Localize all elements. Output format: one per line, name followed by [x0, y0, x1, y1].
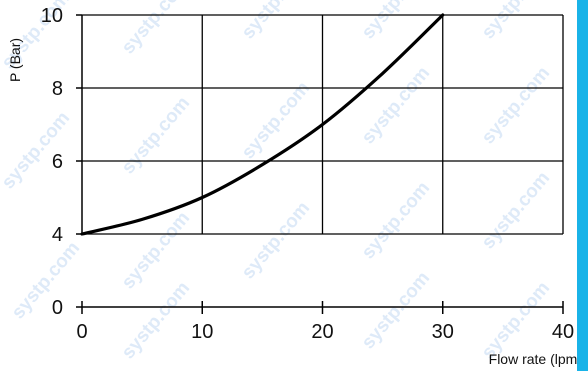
y-tick-label: 8 [52, 78, 63, 100]
x-tick-label: 20 [311, 321, 333, 343]
watermark-text: systp.com [358, 63, 434, 148]
watermark-layer: systp.com systp.com systp.com systp.com syst… [0, 0, 554, 363]
watermark-text: systp.com [238, 78, 314, 163]
y-axis-label: P (Bar) [7, 38, 23, 82]
watermark-text: systp.com [478, 63, 554, 148]
y-tick-label: 4 [52, 224, 63, 246]
x-tick-label: 10 [191, 321, 213, 343]
series-layer [80, 13, 445, 236]
watermark-text: systp.com [238, 0, 314, 43]
x-tick-label: 40 [552, 321, 574, 343]
y-tick-label: 0 [52, 297, 63, 319]
watermark-text: systp.com [0, 108, 74, 193]
x-tick-label: 0 [76, 321, 87, 343]
watermark-text: systp.com [118, 208, 194, 293]
watermark-text: systp.com [478, 0, 554, 43]
watermark-text: systp.com [118, 93, 194, 178]
watermark-text: systp.com [238, 198, 314, 283]
watermark-text: systp.com [358, 178, 434, 263]
watermark-text: systp.com [478, 168, 554, 253]
y-tick-label: 10 [41, 5, 63, 27]
x-tick-labels: 0 10 20 30 40 [76, 321, 574, 343]
x-tick-label: 30 [432, 321, 454, 343]
watermark-text: systp.com [358, 268, 434, 353]
series-line [80, 13, 445, 236]
watermark-text: systp.com [8, 238, 84, 323]
right-edge-strip [577, 0, 588, 371]
y-tick-label: 6 [52, 151, 63, 173]
y-tick-labels: 0 4 6 8 10 [41, 5, 63, 319]
watermark-text: systp.com [118, 0, 194, 58]
x-axis-label: Flow rate (lpm) [489, 351, 582, 367]
